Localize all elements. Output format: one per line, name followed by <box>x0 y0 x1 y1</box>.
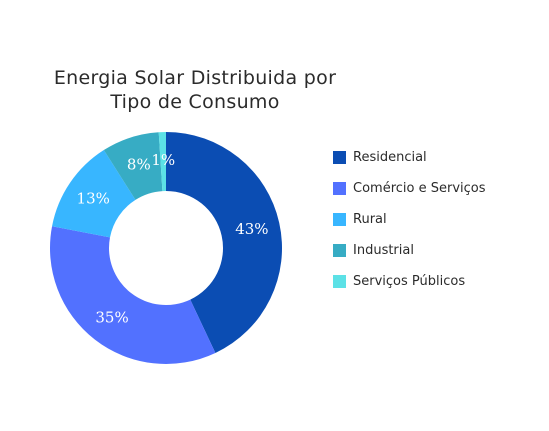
slice-label-rural: 13% <box>77 190 110 208</box>
donut-slice-labels: 43% 35% 13% 8% 1% <box>77 151 269 326</box>
legend-swatch <box>333 151 346 164</box>
legend-swatch <box>333 275 346 288</box>
slice-comercio-e-servicos <box>50 226 216 364</box>
slice-industrial <box>103 132 163 200</box>
slice-servicos-publicos <box>158 132 166 192</box>
legend-item-rural: Rural <box>333 204 486 235</box>
slice-residencial <box>166 132 283 353</box>
slice-label-comercio-e-servicos: 35% <box>95 309 128 327</box>
legend-label: Residencial <box>353 150 427 165</box>
slice-label-industrial: 8% <box>127 155 151 173</box>
legend-label: Comércio e Serviços <box>353 181 486 196</box>
legend-item-residencial: Residencial <box>333 142 486 173</box>
legend-item-industrial: Industrial <box>333 235 486 266</box>
slice-rural <box>52 150 136 238</box>
legend-swatch <box>333 213 346 226</box>
legend-label: Rural <box>353 212 387 227</box>
legend-swatch <box>333 244 346 257</box>
chart-title-line-1: Energia Solar Distribuida por <box>53 67 337 89</box>
legend-swatch <box>333 182 346 195</box>
legend-label: Industrial <box>353 243 414 258</box>
legend-item-servicos-publicos: Serviços Públicos <box>333 266 486 297</box>
chart-title: Energia Solar Distribuida por Tipo de Co… <box>20 66 370 114</box>
slice-label-residencial: 43% <box>235 220 268 238</box>
donut-slices <box>50 132 283 364</box>
legend-label: Serviços Públicos <box>353 274 466 289</box>
slice-label-servicos-publicos: 1% <box>151 151 175 169</box>
chart-title-line-2: Tipo de Consumo <box>110 91 280 113</box>
legend-item-comercio-servicos: Comércio e Serviços <box>333 173 486 204</box>
legend: Residencial Comércio e Serviços Rural In… <box>333 142 486 297</box>
